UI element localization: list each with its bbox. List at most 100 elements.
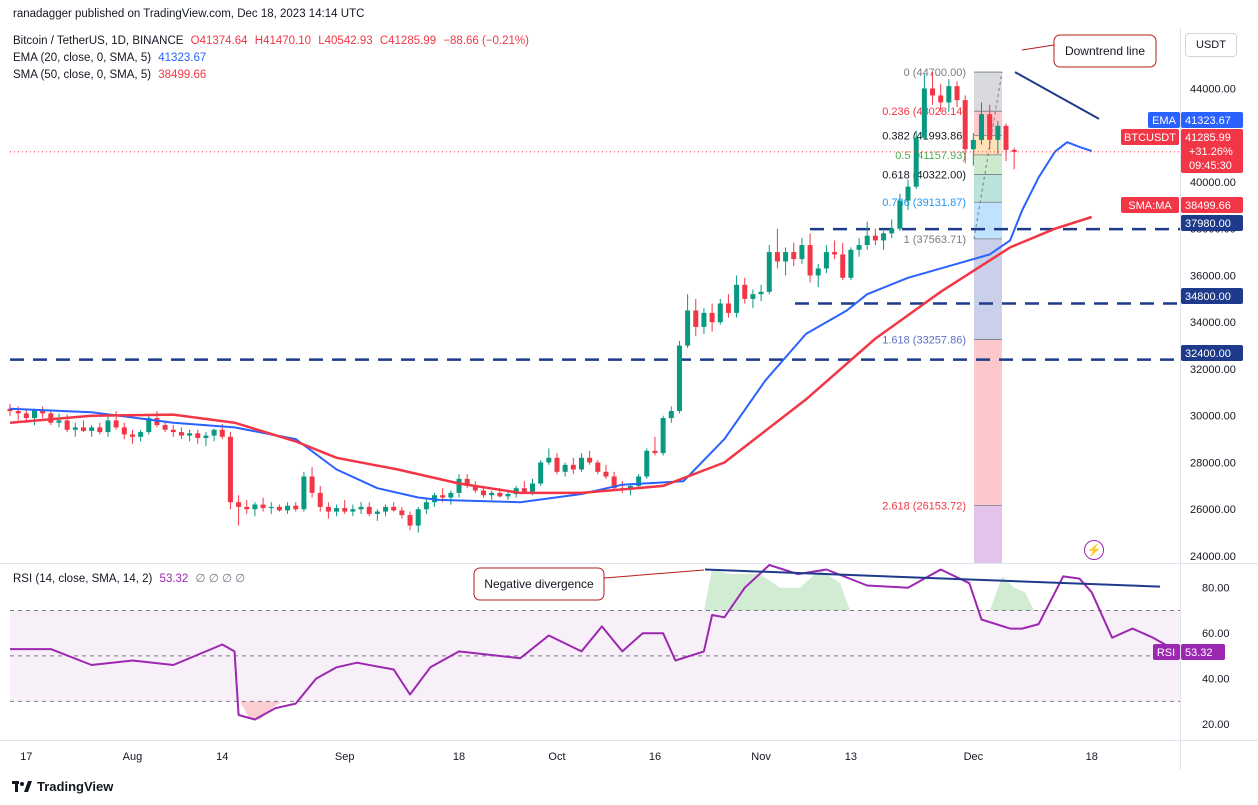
- candle-body: [538, 462, 544, 484]
- candle-body: [236, 502, 242, 507]
- sma-legend[interactable]: SMA (50, close, 0, SMA, 5) 38499.66: [13, 69, 210, 81]
- candle-body: [1003, 125, 1009, 150]
- candle-body: [211, 429, 217, 436]
- candle-body: [138, 432, 144, 437]
- candle-body: [293, 505, 299, 510]
- level-32400-label: 32400.00: [1185, 348, 1231, 360]
- candle-body: [938, 95, 944, 103]
- sma-value-label: 38499.66: [1185, 200, 1231, 212]
- ema-tag-label: EMA: [1152, 115, 1177, 127]
- ema-label: EMA (20, close, 0, SMA, 5): [13, 52, 152, 64]
- fib-label: 1 (37563.71): [904, 234, 966, 246]
- rsi-value-label: 53.32: [1185, 647, 1213, 659]
- rsi-overbought-fill: [704, 569, 850, 611]
- candle-body: [889, 228, 895, 234]
- candle-body: [56, 420, 62, 423]
- candle-body: [464, 478, 470, 486]
- fib-zone: [974, 154, 1002, 175]
- candle-body: [783, 252, 789, 262]
- lightning-icon[interactable]: ⚡: [1084, 540, 1104, 560]
- fib-zone: [974, 505, 1002, 563]
- candle-body: [864, 235, 870, 246]
- candle-body: [1011, 149, 1017, 152]
- fib-zone: [974, 339, 1002, 506]
- candle-body: [644, 450, 650, 477]
- divergence-callout-box[interactable]: [473, 567, 605, 601]
- candle-body: [129, 434, 135, 437]
- candle-body: [268, 506, 274, 509]
- candle-body: [995, 125, 1001, 140]
- candle-body: [774, 252, 780, 262]
- price-axis-label: 28000.00: [1190, 457, 1236, 469]
- btc-timer-label: 09:45:30: [1189, 160, 1232, 172]
- sma-label: SMA (50, close, 0, SMA, 5): [13, 69, 152, 81]
- candle-body: [546, 457, 552, 463]
- rsi-legend-value: 53.32: [159, 573, 189, 585]
- price-axis-label: 32000.00: [1190, 364, 1236, 376]
- candle-body: [40, 409, 46, 414]
- candle-body: [170, 429, 176, 433]
- level-37980-label: 37980.00: [1185, 218, 1231, 230]
- downtrend-callout-pointer: [1021, 44, 1055, 51]
- candle-body: [195, 433, 201, 438]
- rsi-legend-extras: ∅ ∅ ∅ ∅: [195, 573, 246, 585]
- candle-body: [611, 476, 617, 489]
- ohlc-high: H41470.10: [254, 35, 312, 47]
- candle-body: [276, 506, 282, 511]
- candle-body: [603, 471, 609, 477]
- candle-body: [954, 86, 960, 101]
- candle-body: [358, 506, 364, 510]
- candle-body: [489, 492, 495, 496]
- downtrend-callout-box[interactable]: [1053, 34, 1157, 68]
- btc-tag-label: BTCUSDT: [1124, 132, 1176, 144]
- candle-body: [709, 312, 715, 323]
- candle-body: [799, 245, 805, 260]
- brand-name: TradingView: [37, 779, 114, 794]
- ema-legend[interactable]: EMA (20, close, 0, SMA, 5) 41323.67: [13, 52, 210, 64]
- time-axis-label: Aug: [123, 751, 143, 763]
- fib-trend-line: [973, 71, 1003, 239]
- candle-body: [717, 303, 723, 323]
- candle-body: [840, 254, 846, 278]
- candle-body: [407, 515, 413, 526]
- rsi-legend[interactable]: RSI (14, close, SMA, 14, 2) 53.32 ∅ ∅ ∅ …: [13, 571, 249, 585]
- currency-selector[interactable]: USDT: [1185, 33, 1237, 57]
- candle-body: [23, 413, 29, 419]
- level-37980-bg: [1181, 215, 1243, 231]
- candle-body: [742, 284, 748, 299]
- ema-line: [9, 141, 1093, 504]
- ohlc-close: C41285.99: [379, 35, 437, 47]
- candle-body: [7, 408, 13, 412]
- candle-body: [921, 88, 927, 138]
- fib-zone: [974, 174, 1002, 203]
- candle-body: [72, 427, 78, 430]
- candle-body: [521, 488, 527, 492]
- candle-body: [505, 494, 511, 497]
- fib-zone: [974, 135, 1002, 155]
- time-axis-label: Sep: [335, 751, 355, 763]
- rsi-axis-label: 80.00: [1202, 583, 1230, 595]
- candle-body: [472, 485, 478, 491]
- candle-body: [440, 495, 446, 498]
- price-axis-label: 30000.00: [1190, 411, 1236, 423]
- ema-legend-value: 41323.67: [158, 52, 207, 64]
- candle-body: [578, 457, 584, 470]
- candle-body: [399, 510, 405, 516]
- divergence-line: [704, 568, 1161, 588]
- candle-body: [570, 464, 576, 470]
- downtrend-line: [1014, 71, 1100, 120]
- candle-body: [930, 88, 936, 96]
- candle-body: [791, 252, 797, 260]
- candle-body: [113, 420, 119, 428]
- level-32400-bg: [1181, 345, 1243, 361]
- candle-body: [660, 418, 666, 454]
- candle-body: [832, 252, 838, 255]
- time-axis-label: 18: [453, 751, 465, 763]
- candle-body: [529, 483, 535, 492]
- publisher-note: ranadagger published on TradingView.com,…: [13, 8, 365, 20]
- rsi-label: RSI (14, close, SMA, 14, 2): [13, 573, 153, 585]
- sma-legend-value: 38499.66: [158, 69, 207, 81]
- time-axis-label: 16: [649, 751, 661, 763]
- ohlc-low: L40542.93: [318, 35, 373, 47]
